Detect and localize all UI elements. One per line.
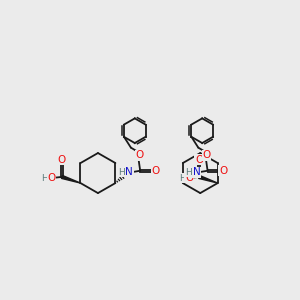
Text: O: O (58, 155, 66, 165)
Text: H: H (118, 168, 125, 177)
Polygon shape (199, 176, 218, 183)
Polygon shape (61, 176, 80, 183)
Text: O: O (219, 166, 227, 176)
Text: H: H (179, 174, 185, 183)
Text: N: N (125, 167, 133, 177)
Text: O: O (152, 166, 160, 176)
Text: O: O (48, 173, 56, 183)
Text: O: O (185, 173, 193, 183)
Text: H: H (186, 168, 192, 177)
Text: O: O (135, 150, 144, 160)
Text: O: O (203, 150, 211, 160)
Text: H: H (41, 174, 48, 183)
Text: O: O (195, 155, 203, 165)
Text: N: N (193, 167, 201, 177)
